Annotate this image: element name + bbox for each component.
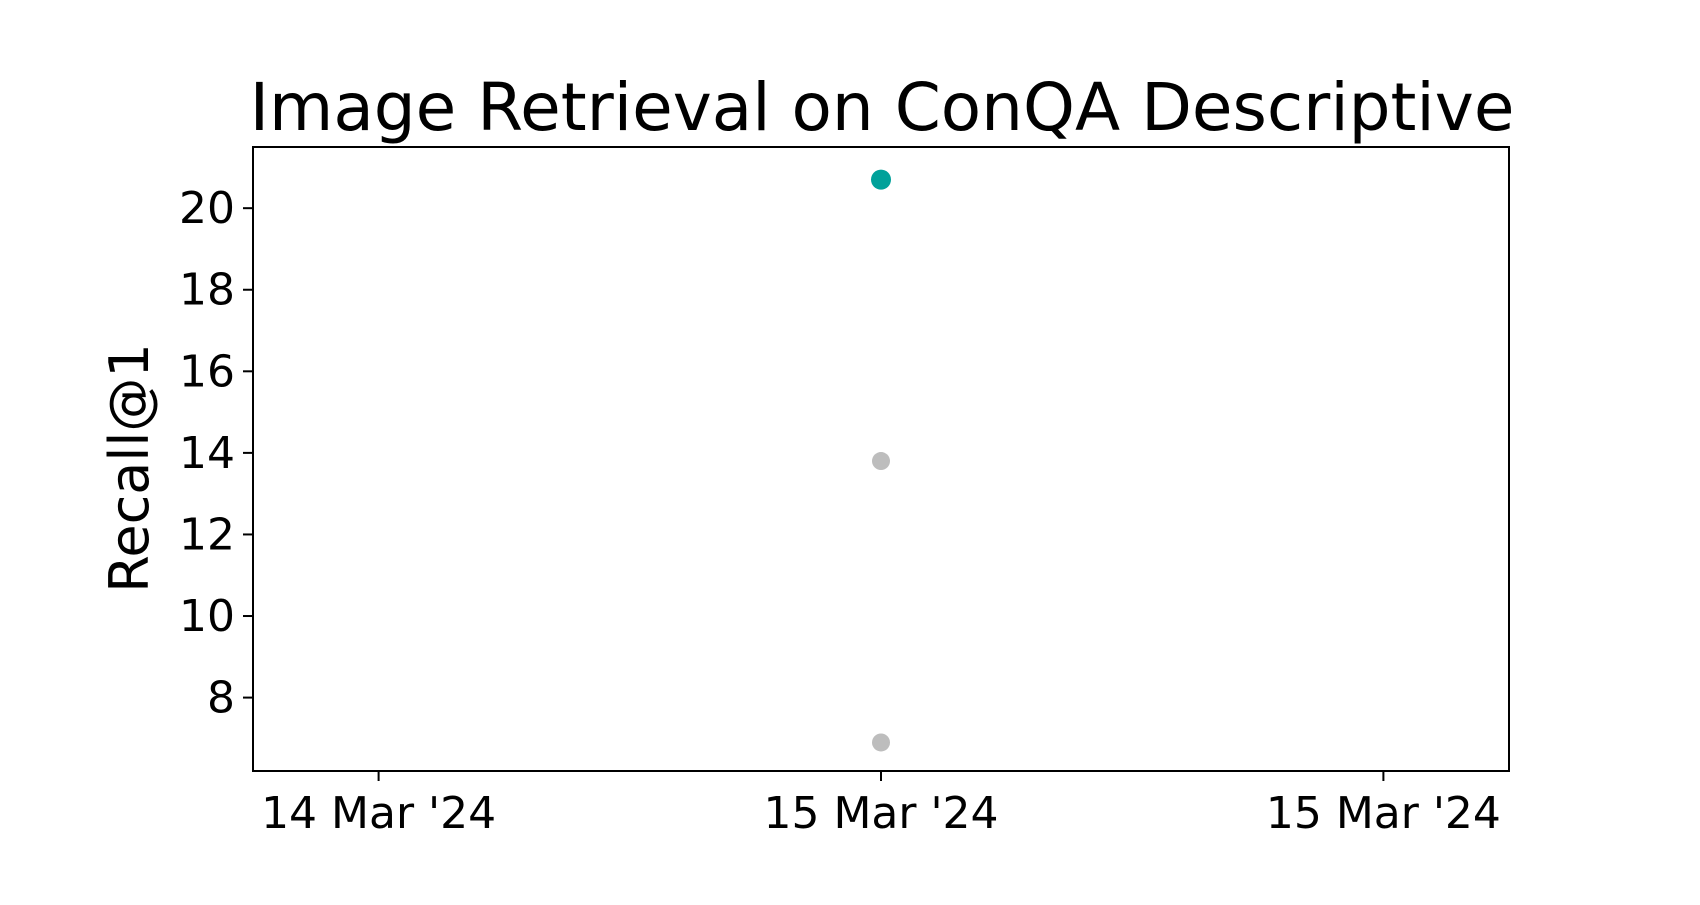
y-tick-label: 10 (179, 591, 235, 642)
data-point (872, 452, 890, 471)
y-axis: 8 10 12 14 16 18 20 (179, 183, 253, 724)
x-tick-label: 15 Mar '24 (1266, 788, 1501, 839)
y-tick-label: 20 (179, 183, 235, 234)
y-tick-label: 8 (207, 673, 235, 724)
x-tick-label: 15 Mar '24 (763, 788, 998, 839)
x-axis: 14 Mar '24 15 Mar '24 15 Mar '24 (261, 771, 1501, 839)
y-axis-label: Recall@1 (98, 343, 161, 592)
y-tick-label: 14 (179, 428, 235, 479)
data-points (871, 169, 891, 752)
chart-title: Image Retrieval on ConQA Descriptive (250, 69, 1515, 146)
data-point-highlight (871, 169, 891, 190)
y-tick-label: 12 (179, 509, 235, 560)
y-tick-label: 16 (179, 346, 235, 397)
y-tick-label: 18 (179, 265, 235, 316)
data-point (872, 733, 890, 752)
x-tick-label: 14 Mar '24 (261, 788, 496, 839)
